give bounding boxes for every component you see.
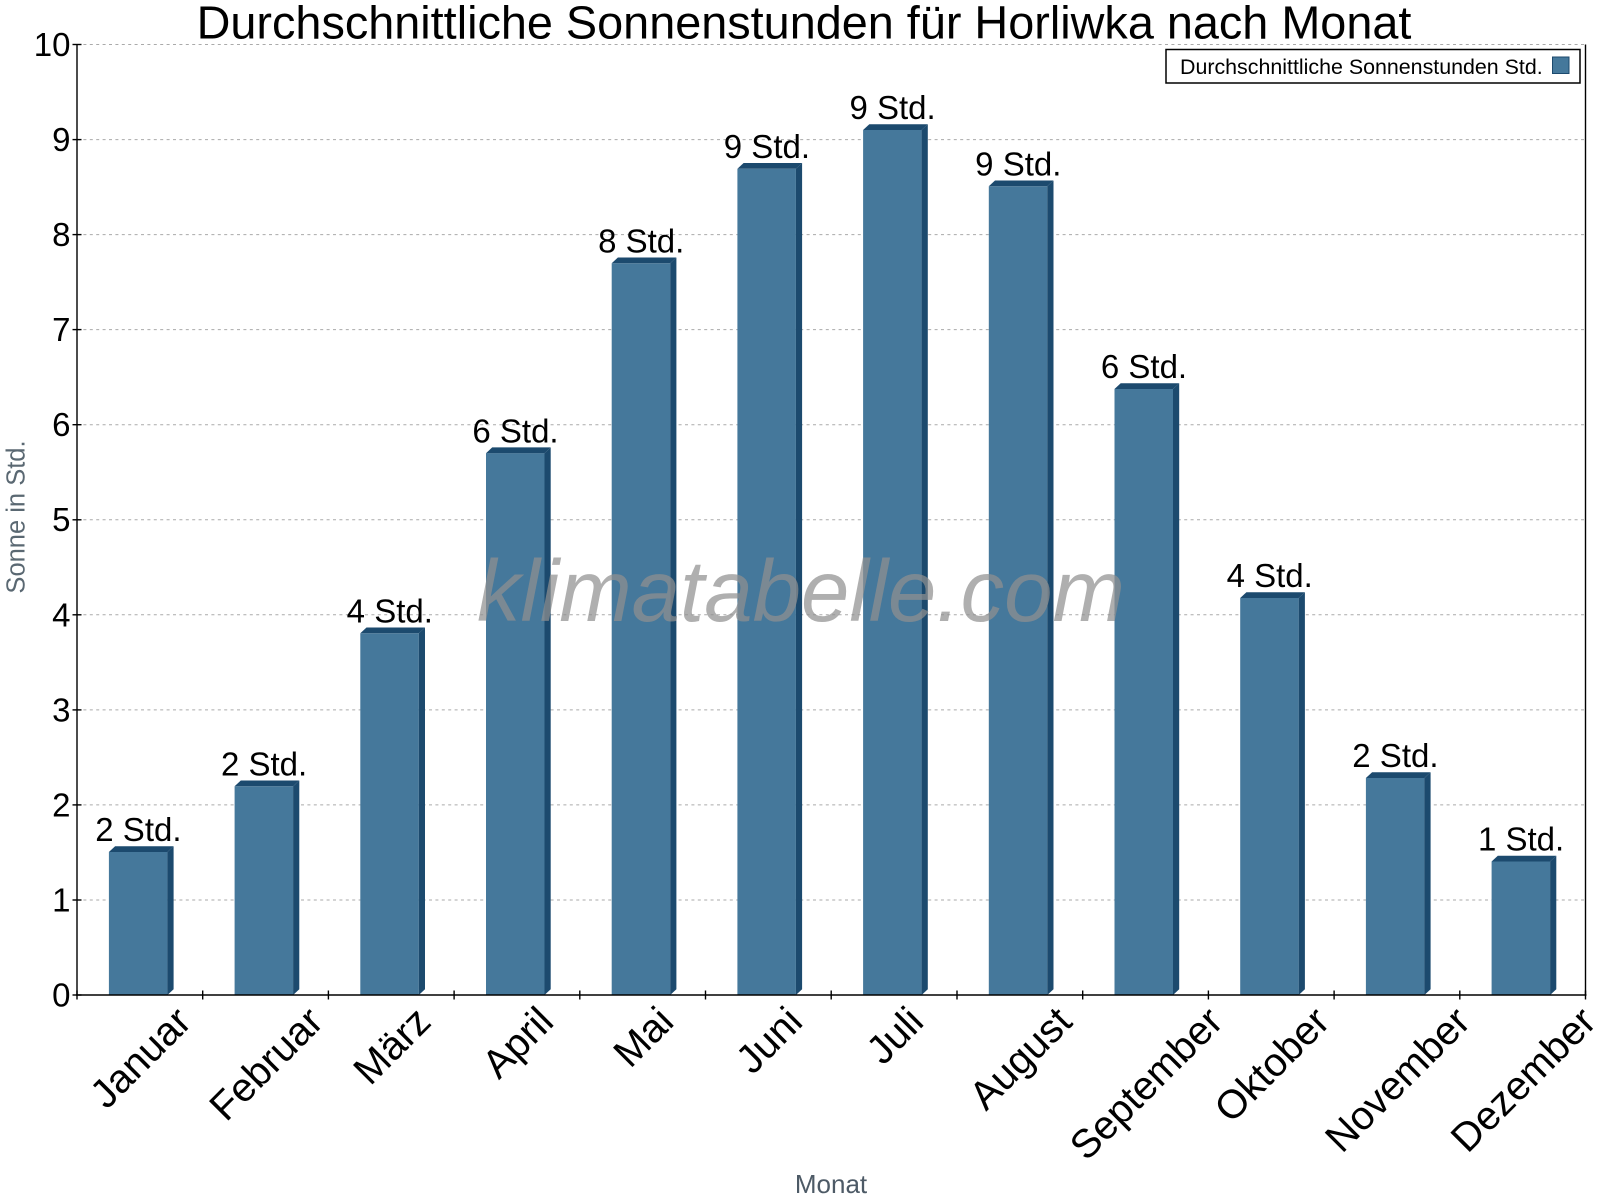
svg-text:9 Std.: 9 Std. [849,89,935,126]
svg-text:7: 7 [52,311,70,348]
svg-text:Sonne in Std.: Sonne in Std. [3,440,31,593]
svg-text:2 Std.: 2 Std. [95,811,181,848]
svg-text:10: 10 [34,26,71,63]
svg-text:4: 4 [52,596,70,633]
svg-text:1: 1 [52,882,70,919]
svg-text:6: 6 [52,406,70,443]
svg-text:6 Std.: 6 Std. [1101,348,1187,385]
svg-text:Monat: Monat [795,1169,868,1199]
svg-text:1 Std.: 1 Std. [1478,821,1564,858]
svg-text:klimatabelle.com: klimatabelle.com [477,543,1125,640]
svg-text:6 Std.: 6 Std. [472,412,558,449]
svg-text:3: 3 [52,691,70,728]
svg-text:9: 9 [52,121,70,158]
svg-text:5: 5 [52,501,70,538]
svg-text:Durchschnittliche Sonnenstunde: Durchschnittliche Sonnenstunden für Horl… [197,0,1412,49]
svg-text:2 Std.: 2 Std. [1352,737,1438,774]
svg-text:9 Std.: 9 Std. [975,146,1061,183]
svg-text:9 Std.: 9 Std. [724,128,810,165]
svg-text:8 Std.: 8 Std. [598,223,684,260]
svg-text:Durchschnittliche Sonnenstunde: Durchschnittliche Sonnenstunden Std. [1180,55,1543,79]
svg-text:4 Std.: 4 Std. [347,593,433,630]
svg-text:2 Std.: 2 Std. [221,746,307,783]
svg-text:0: 0 [52,977,70,1014]
svg-text:4 Std.: 4 Std. [1227,557,1313,594]
svg-text:2: 2 [52,786,70,823]
svg-text:8: 8 [52,216,70,253]
